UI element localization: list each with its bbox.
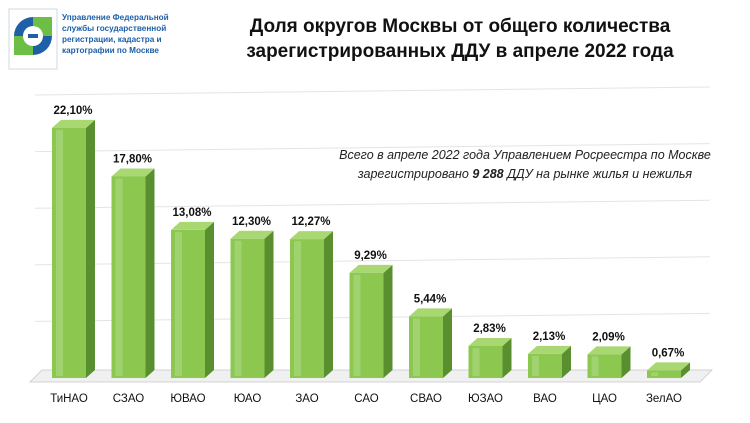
category-label: ЮВАО [170, 393, 205, 405]
organization-name: Управление Федеральной службы государств… [62, 12, 212, 56]
bar [111, 168, 155, 378]
bar-highlight [115, 178, 123, 376]
bar-highlight [353, 274, 361, 376]
bar-top [349, 264, 393, 273]
category-label: ЮАО [234, 393, 262, 405]
org-line: службы государственной [62, 24, 167, 33]
bar-top [230, 230, 274, 239]
bar-highlight [651, 372, 658, 376]
bar-side [383, 264, 393, 378]
bar-side [621, 346, 631, 378]
category-label: ЗАО [295, 393, 318, 405]
bar-top [587, 346, 631, 355]
bar-front [409, 316, 443, 378]
bar-front [52, 127, 86, 378]
bar-side [264, 230, 274, 378]
bar-highlight [591, 356, 599, 376]
bar [349, 264, 393, 378]
bar-front [171, 229, 205, 378]
category-label: СВАО [410, 393, 442, 405]
value-label: 2,09% [592, 331, 625, 343]
category-label: ТиНАО [50, 393, 88, 405]
bar [468, 337, 512, 378]
category-label: ВАО [533, 393, 557, 405]
bar [647, 362, 690, 378]
title-line: зарегистрированных ДДУ в апреле 2022 год… [246, 41, 674, 62]
category-label: САО [354, 393, 378, 405]
value-label: 12,27% [291, 216, 330, 228]
total-count: 9 288 [472, 167, 504, 181]
category-label: ЮЗАО [468, 393, 503, 405]
value-label: 13,08% [172, 207, 211, 219]
bar [52, 119, 95, 378]
value-label: 2,83% [473, 323, 506, 335]
bar-front [230, 238, 265, 378]
bar [171, 221, 214, 378]
bar-highlight [234, 240, 242, 376]
bar-top [528, 345, 571, 354]
bar-side [502, 337, 512, 378]
bar [587, 346, 631, 378]
bar-highlight [413, 318, 420, 376]
chart-title: Доля округов Москвы от общего количества… [200, 14, 720, 64]
bar-front [349, 272, 384, 378]
bar-top [52, 119, 95, 128]
org-line: картографии по Москве [62, 46, 159, 55]
bar-top [409, 308, 452, 317]
bar-top [647, 362, 690, 371]
org-line: Управление Федеральной [62, 13, 169, 22]
bar [409, 308, 452, 378]
bar-front [528, 353, 562, 378]
value-label: 0,67% [652, 347, 685, 359]
bar-highlight [294, 241, 301, 376]
value-label: 2,13% [533, 331, 566, 343]
gridline [34, 143, 711, 153]
bar-side [205, 221, 214, 378]
gridline [34, 86, 711, 96]
bar-top [111, 168, 155, 177]
bar-front [468, 345, 503, 378]
value-label: 22,10% [53, 105, 92, 117]
bar-highlight [532, 355, 539, 376]
bar-side [86, 119, 95, 378]
bar-highlight [56, 129, 63, 376]
bar-top [468, 337, 512, 346]
bar [230, 230, 274, 378]
bar-front [587, 354, 622, 378]
bar-top [290, 231, 333, 240]
annotation-line: зарегистрировано 9 288 ДДУ на рынке жиль… [357, 167, 693, 181]
bar-side [443, 308, 452, 378]
value-label: 9,29% [354, 250, 387, 262]
category-label: СЗАО [113, 393, 145, 405]
bar [290, 231, 333, 378]
value-label: 12,30% [232, 216, 271, 228]
bar-side [681, 362, 690, 378]
bar-side [324, 231, 333, 378]
bar-front [647, 370, 681, 378]
org-line: регистрации, кадастра и [62, 35, 162, 44]
bar-top [171, 221, 214, 230]
bar-front [111, 176, 146, 378]
value-label: 17,80% [113, 154, 152, 166]
chart-annotation: Всего в апреле 2022 года Управлением Рос… [320, 146, 730, 184]
bar-front [290, 239, 324, 378]
rosreestr-logo-icon [8, 8, 58, 70]
title-line: Доля округов Москвы от общего количества [249, 16, 671, 37]
annotation-line: Всего в апреле 2022 года Управлением Рос… [339, 148, 711, 162]
bar-highlight [175, 231, 182, 376]
category-label: ЦАО [592, 393, 617, 405]
category-label: ЗелАО [646, 393, 682, 405]
value-label: 5,44% [414, 293, 447, 305]
bar [528, 345, 571, 378]
bar-side [562, 345, 571, 378]
bar-highlight [472, 347, 480, 376]
bar-side [145, 168, 155, 378]
